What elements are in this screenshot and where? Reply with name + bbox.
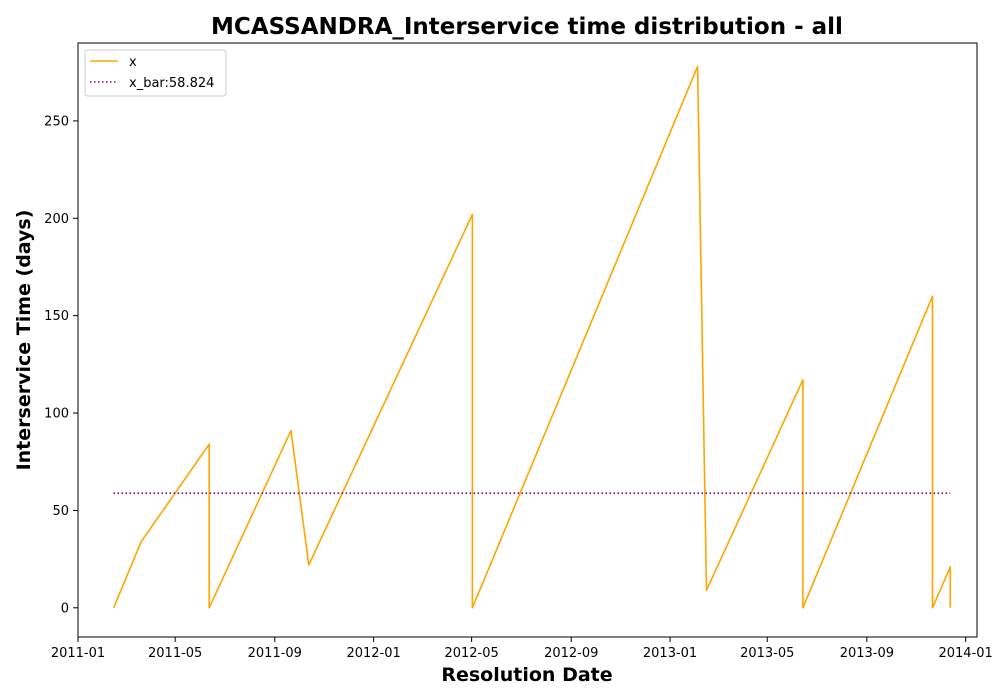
x-tick-label: 2011-01 <box>51 646 105 661</box>
x-tick-label: 2013-01 <box>643 646 697 661</box>
chart-title: MCASSANDRA_Interservice time distributio… <box>211 14 843 40</box>
x-tick-label: 2012-01 <box>346 646 400 661</box>
x-tick-label: 2011-09 <box>248 646 302 661</box>
x-tick-label: 2014-01 <box>938 646 992 661</box>
legend-label: x <box>129 55 137 70</box>
x-tick-label: 2012-05 <box>444 646 498 661</box>
y-tick-label: 50 <box>52 504 69 519</box>
series-line-0 <box>112 65 952 609</box>
y-tick-label: 200 <box>44 212 69 227</box>
plot-area <box>77 42 978 638</box>
y-tick-label: 100 <box>44 407 69 422</box>
x-tick-label: 2013-09 <box>840 646 894 661</box>
series-layer <box>112 65 952 609</box>
y-tick-label: 150 <box>44 309 69 324</box>
x-tick-label: 2013-05 <box>740 646 794 661</box>
x-axis-label: Resolution Date <box>441 664 612 686</box>
legend-box <box>84 49 227 97</box>
y-axis-label: Interservice Time (days) <box>13 210 35 471</box>
x-tick-label: 2012-09 <box>544 646 598 661</box>
x-axis-ticks: 2011-01 2011-05 2011-09 2012-01 2012-05 2012-… <box>51 637 993 661</box>
legend: x x_bar:58.824 <box>84 49 227 97</box>
y-tick-label: 0 <box>61 601 69 616</box>
y-axis-ticks: 0 50 100 150 200 250 <box>44 114 78 616</box>
y-tick-label: 250 <box>44 114 69 129</box>
legend-label: x_bar:58.824 <box>129 76 214 91</box>
x-tick-label: 2011-05 <box>148 646 202 661</box>
